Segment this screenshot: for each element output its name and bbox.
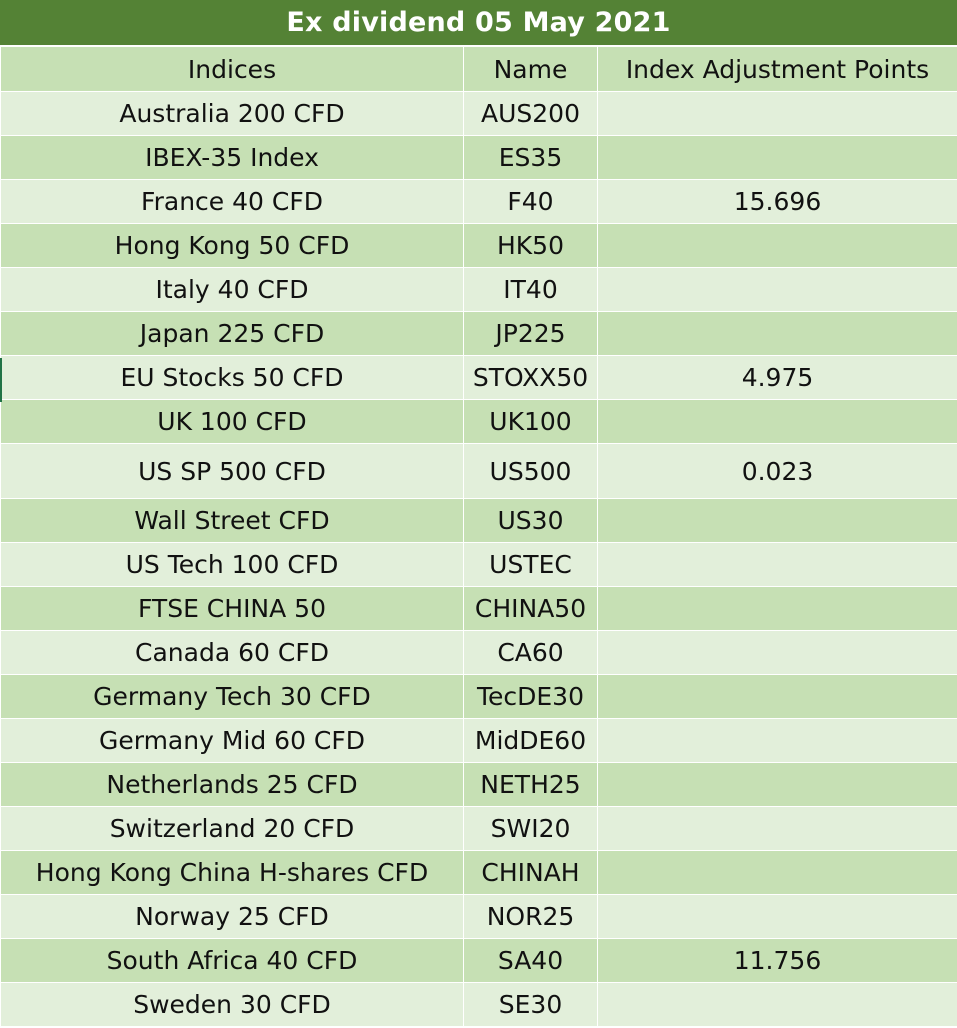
cell-index[interactable]: Norway 25 CFD (0, 894, 464, 939)
cell-points[interactable]: 15.696 (597, 179, 957, 224)
table-row: Hong Kong 50 CFD HK50 (0, 223, 957, 268)
table-row: France 40 CFD F40 15.696 (0, 179, 957, 224)
cell-points[interactable] (597, 762, 957, 807)
cell-points[interactable] (597, 498, 957, 543)
table-row: US Tech 100 CFD USTEC (0, 542, 957, 587)
cell-index[interactable]: France 40 CFD (0, 179, 464, 224)
header-indices[interactable]: Indices (0, 46, 464, 92)
cell-name[interactable]: TecDE30 (463, 674, 598, 719)
cell-name[interactable]: CHINA50 (463, 586, 598, 631)
header-row: Indices Name Index Adjustment Points (0, 46, 957, 92)
cell-name[interactable]: AUS200 (463, 91, 598, 136)
active-cell-marker (0, 358, 2, 402)
cell-name[interactable]: US30 (463, 498, 598, 543)
table-row: Australia 200 CFD AUS200 (0, 91, 957, 136)
cell-points[interactable] (597, 674, 957, 719)
table-row: Sweden 30 CFD SE30 (0, 982, 957, 1027)
cell-name[interactable]: STOXX50 (463, 355, 598, 400)
cell-index[interactable]: Netherlands 25 CFD (0, 762, 464, 807)
cell-points[interactable] (597, 982, 957, 1027)
table-row: EU Stocks 50 CFD STOXX50 4.975 (0, 355, 957, 400)
cell-name[interactable]: CHINAH (463, 850, 598, 895)
cell-index[interactable]: Sweden 30 CFD (0, 982, 464, 1027)
table-row: Canada 60 CFD CA60 (0, 630, 957, 675)
cell-name[interactable]: MidDE60 (463, 718, 598, 763)
cell-index[interactable]: EU Stocks 50 CFD (0, 355, 464, 400)
cell-index[interactable]: Hong Kong 50 CFD (0, 223, 464, 268)
cell-points[interactable] (597, 630, 957, 675)
table-row: Switzerland 20 CFD SWI20 (0, 806, 957, 851)
table-row: Germany Mid 60 CFD MidDE60 (0, 718, 957, 763)
cell-points[interactable] (597, 894, 957, 939)
cell-name[interactable]: HK50 (463, 223, 598, 268)
cell-points[interactable] (597, 267, 957, 312)
cell-name[interactable]: UK100 (463, 399, 598, 444)
cell-points[interactable] (597, 135, 957, 180)
cell-points[interactable]: 4.975 (597, 355, 957, 400)
cell-points[interactable] (597, 586, 957, 631)
cell-index[interactable]: Switzerland 20 CFD (0, 806, 464, 851)
header-name[interactable]: Name (463, 46, 598, 92)
table-row: Italy 40 CFD IT40 (0, 267, 957, 312)
cell-name[interactable]: SE30 (463, 982, 598, 1027)
table-row: IBEX-35 Index ES35 (0, 135, 957, 180)
table-row: Japan 225 CFD JP225 (0, 311, 957, 356)
sheet-title: Ex dividend 05 May 2021 (0, 0, 957, 46)
cell-points[interactable] (597, 91, 957, 136)
cell-name[interactable]: F40 (463, 179, 598, 224)
cell-index[interactable]: FTSE CHINA 50 (0, 586, 464, 631)
cell-name[interactable]: ES35 (463, 135, 598, 180)
cell-points[interactable] (597, 542, 957, 587)
dividend-table: Indices Name Index Adjustment Points Aus… (0, 46, 957, 1027)
table-row: FTSE CHINA 50 CHINA50 (0, 586, 957, 631)
cell-points[interactable] (597, 718, 957, 763)
cell-name[interactable]: JP225 (463, 311, 598, 356)
table-row: UK 100 CFD UK100 (0, 399, 957, 444)
cell-points[interactable] (597, 311, 957, 356)
cell-name[interactable]: US500 (463, 443, 598, 499)
table-row: Germany Tech 30 CFD TecDE30 (0, 674, 957, 719)
cell-index[interactable]: Germany Tech 30 CFD (0, 674, 464, 719)
cell-index[interactable]: Italy 40 CFD (0, 267, 464, 312)
cell-index[interactable]: Hong Kong China H-shares CFD (0, 850, 464, 895)
cell-index[interactable]: Germany Mid 60 CFD (0, 718, 464, 763)
cell-points[interactable] (597, 806, 957, 851)
cell-index[interactable]: Wall Street CFD (0, 498, 464, 543)
table-row: Wall Street CFD US30 (0, 498, 957, 543)
table-row: South Africa 40 CFD SA40 11.756 (0, 938, 957, 983)
cell-points[interactable] (597, 399, 957, 444)
cell-points[interactable] (597, 850, 957, 895)
table-row: US SP 500 CFD US500 0.023 (0, 443, 957, 499)
cell-index[interactable]: IBEX-35 Index (0, 135, 464, 180)
cell-index[interactable]: US SP 500 CFD (0, 443, 464, 499)
header-points[interactable]: Index Adjustment Points (597, 46, 957, 92)
cell-index[interactable]: US Tech 100 CFD (0, 542, 464, 587)
cell-points[interactable]: 0.023 (597, 443, 957, 499)
cell-index[interactable]: Japan 225 CFD (0, 311, 464, 356)
cell-index[interactable]: Canada 60 CFD (0, 630, 464, 675)
table-row: Hong Kong China H-shares CFD CHINAH (0, 850, 957, 895)
cell-name[interactable]: NOR25 (463, 894, 598, 939)
cell-name[interactable]: SA40 (463, 938, 598, 983)
cell-name[interactable]: IT40 (463, 267, 598, 312)
cell-points[interactable]: 11.756 (597, 938, 957, 983)
cell-name[interactable]: CA60 (463, 630, 598, 675)
cell-points[interactable] (597, 223, 957, 268)
cell-name[interactable]: NETH25 (463, 762, 598, 807)
cell-index[interactable]: Australia 200 CFD (0, 91, 464, 136)
table-row: Netherlands 25 CFD NETH25 (0, 762, 957, 807)
cell-index[interactable]: South Africa 40 CFD (0, 938, 464, 983)
cell-name[interactable]: SWI20 (463, 806, 598, 851)
table-row: Norway 25 CFD NOR25 (0, 894, 957, 939)
cell-index[interactable]: UK 100 CFD (0, 399, 464, 444)
cell-name[interactable]: USTEC (463, 542, 598, 587)
